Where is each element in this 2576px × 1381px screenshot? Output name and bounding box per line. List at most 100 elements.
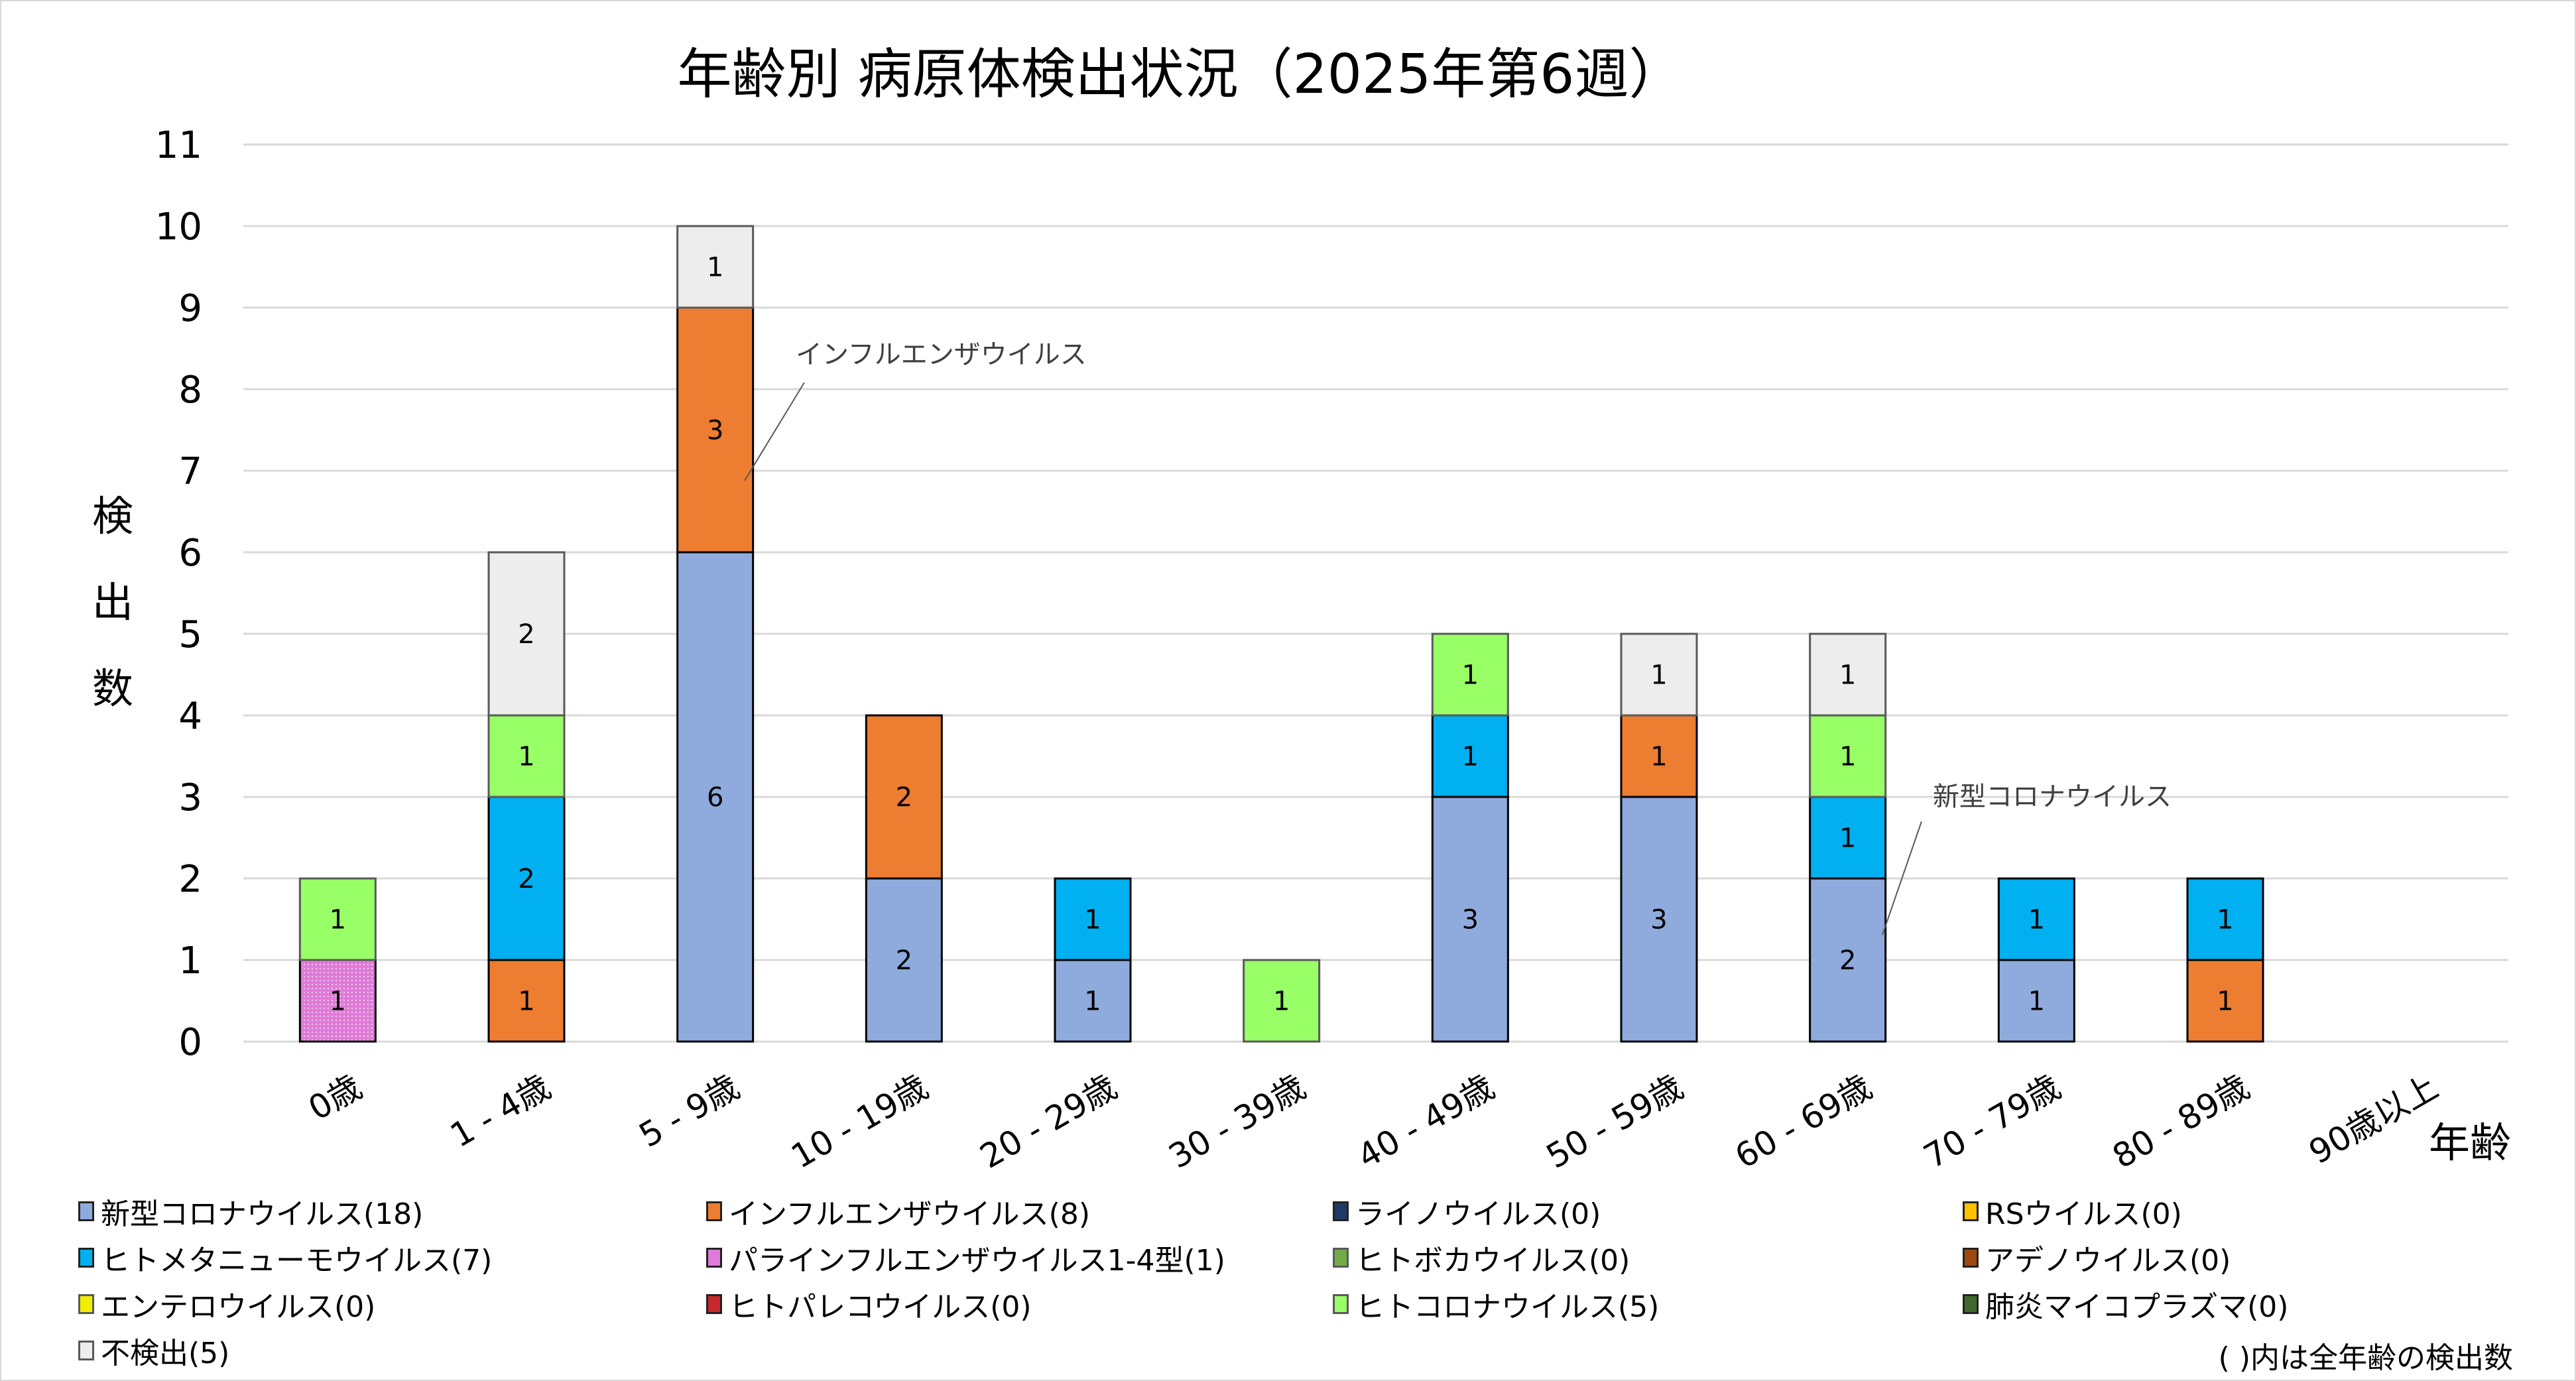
data-label: 1 [1839,823,1856,854]
legend-label: RSウイルス(0) [1985,1197,2182,1231]
legend-label: 新型コロナウイルス(18) [101,1197,424,1231]
data-label: 1 [330,987,346,1017]
x-tick-label: 60 - 69歳 [1729,1067,1878,1176]
legend-swatch [1333,1294,1349,1314]
annotation-label: インフルエンザウイルス [796,339,1087,370]
bar-segment [676,225,755,309]
legend-swatch [78,1201,94,1221]
data-label: 2 [896,945,912,976]
legend-swatch [1963,1248,1979,1268]
y-tick-label: 4 [178,695,202,738]
y-tick-label: 2 [178,858,202,901]
data-label: 1 [1650,742,1667,772]
legend-item: 新型コロナウイルス(18) [78,1190,423,1232]
y-axis-title-char: 検 [92,492,133,540]
y-axis-title-char: 出 [92,578,133,627]
data-label: 3 [1462,905,1479,935]
data-label: 1 [1084,987,1101,1017]
legend-item: 肺炎マイコプラズマ(0) [1963,1283,2288,1325]
bar-segment [1809,632,1887,717]
bar-segment [1431,632,1509,717]
data-label: 1 [2028,905,2045,935]
legend-item: ヒトコロナウイルス(5) [1333,1283,1659,1325]
legend-label: 不検出(5) [101,1337,230,1370]
x-tick-label: 5 - 9歳 [633,1067,746,1155]
bar-segment [487,714,566,798]
bar-segment [1809,714,1887,798]
legend-swatch [706,1294,722,1314]
legend-swatch [1333,1248,1349,1268]
x-tick-label: 30 - 39歳 [1162,1067,1312,1176]
bar-segment [1243,959,1321,1043]
data-label: 1 [518,742,534,772]
bar-segment [298,877,377,961]
legend-label: ライノウイルス(0) [1355,1197,1601,1231]
footnote: ( )内は全年齢の検出数 [2218,1341,2513,1375]
chart-title: 年齢別 病原体検出状況（2025年第6週） [678,43,1684,106]
data-label: 1 [1462,742,1479,772]
legend-item: 不検出(5) [78,1329,229,1372]
data-label: 3 [1650,905,1667,935]
legend-item: RSウイルス(0) [1963,1190,2182,1232]
data-labels: 1 1 1 2 1 2 6 3 1 2 2 1 1 1 3 1 1 3 1 1 2 1 1 1 1 1 1 1 [330,253,2234,1017]
bar-segment [865,877,943,1043]
y-tick-label: 8 [178,369,202,412]
bar-segment [487,551,566,717]
annotation-label: 新型コロナウイルス [1933,782,2172,812]
legend-item: インフルエンザウイルス(8) [706,1190,1090,1232]
x-tick-label: 1 - 4歳 [444,1067,557,1155]
x-tick-label: 0歳 [302,1067,368,1128]
bar-segment [1997,959,2075,1043]
x-tick-label: 50 - 59歳 [1540,1067,1689,1176]
legend-item: アデノウイルス(0) [1963,1236,2231,1279]
bar-segment [1620,632,1698,717]
y-axis-ticks: 0 1 2 3 4 5 6 7 8 9 10 11 [155,124,202,1064]
legend-label: ヒトメタニューモウイルス(7) [101,1244,493,1278]
x-tick-label: 70 - 79歳 [1918,1067,2067,1176]
bar-segment [1809,796,1887,880]
legend-swatch [78,1294,94,1314]
x-tick-label: 10 - 19歳 [785,1067,935,1176]
legend-item: パラインフルエンザウイルス1-4型(1) [706,1236,1225,1279]
legend-swatch [1963,1294,1979,1314]
y-axis-title-char: 数 [92,664,133,713]
legend-label: インフルエンザウイルス(8) [729,1197,1091,1231]
x-axis-ticks: 0歳 1 - 4歳 5 - 9歳 10 - 19歳 20 - 29歳 30 - 39歳 40… [302,1067,2444,1176]
x-axis-title: 年齢 [2429,1118,2511,1167]
data-label: 1 [1462,660,1479,691]
annotation-leader-line [744,382,805,481]
y-tick-label: 7 [178,450,202,493]
data-label: 1 [1650,660,1667,691]
legend-label: ヒトコロナウイルス(5) [1355,1290,1660,1324]
data-label: 1 [330,905,346,935]
bar-segment [1620,796,1698,1043]
data-label: 2 [518,864,534,894]
data-label: 1 [707,253,723,283]
legend-label: ヒトパレコウイルス(0) [729,1290,1032,1324]
y-tick-label: 0 [178,1021,202,1064]
x-tick-label: 40 - 49歳 [1351,1067,1501,1176]
legend-label: アデノウイルス(0) [1985,1244,2231,1278]
y-tick-label: 5 [178,613,202,656]
legend-swatch [78,1248,94,1268]
bar-segment [1431,714,1509,798]
legend-item: ヒトパレコウイルス(0) [706,1283,1032,1325]
x-tick-label: 90歳以上 [2303,1067,2445,1171]
y-tick-label: 11 [155,124,202,167]
data-label: 1 [1839,742,1856,772]
annotation-leader-line [1882,821,1922,935]
gridlines [243,143,2508,1043]
data-label: 3 [707,416,723,446]
legend-swatch [78,1341,94,1360]
x-tick-label: 80 - 89歳 [2106,1067,2256,1176]
legend: 新型コロナウイルス(18) インフルエンザウイルス(8) ライノウイルス(0) RSウ… [0,1190,2576,1376]
bar-segment [1054,959,1132,1043]
data-label: 1 [518,987,534,1017]
legend-swatch [1963,1201,1979,1221]
bars [298,225,2264,1043]
legend-item: エンテロウイルス(0) [78,1283,375,1325]
legend-swatch [706,1248,722,1268]
data-label: 1 [2028,987,2045,1017]
y-tick-label: 1 [178,939,202,983]
